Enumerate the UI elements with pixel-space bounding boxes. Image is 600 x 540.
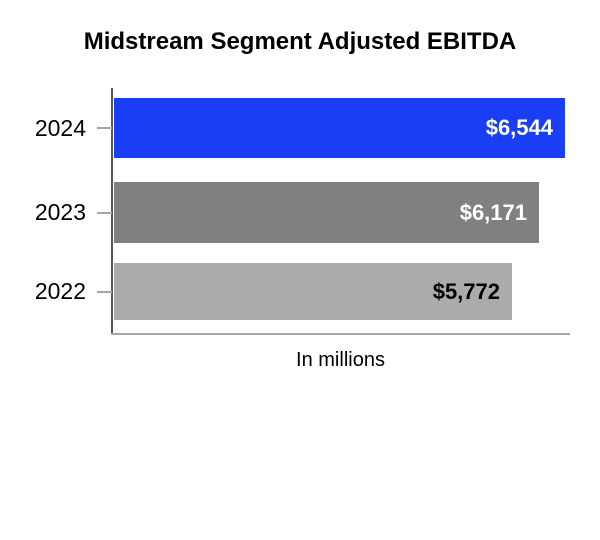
chart-title: Midstream Segment Adjusted EBITDA <box>83 28 517 55</box>
category-label-2022: 2022 <box>34 278 86 304</box>
value-label-2024: $6,544 <box>485 115 553 140</box>
value-label-2023: $6,171 <box>459 199 527 225</box>
tick-mark-2022 <box>97 290 112 293</box>
category-label-2024: 2024 <box>34 114 86 141</box>
bar-2022: $5,772 <box>114 263 512 320</box>
bar-2024: $6,544 <box>114 98 565 158</box>
tick-mark-2024 <box>97 127 112 129</box>
x-axis-line <box>111 333 570 335</box>
value-label-2022: $5,772 <box>432 278 500 304</box>
tick-mark-2023 <box>97 211 112 214</box>
x-axis-label: In millions <box>296 349 385 371</box>
bar-2023: $6,171 <box>114 182 539 243</box>
y-axis-line <box>111 88 113 334</box>
category-label-2023: 2023 <box>34 199 86 225</box>
